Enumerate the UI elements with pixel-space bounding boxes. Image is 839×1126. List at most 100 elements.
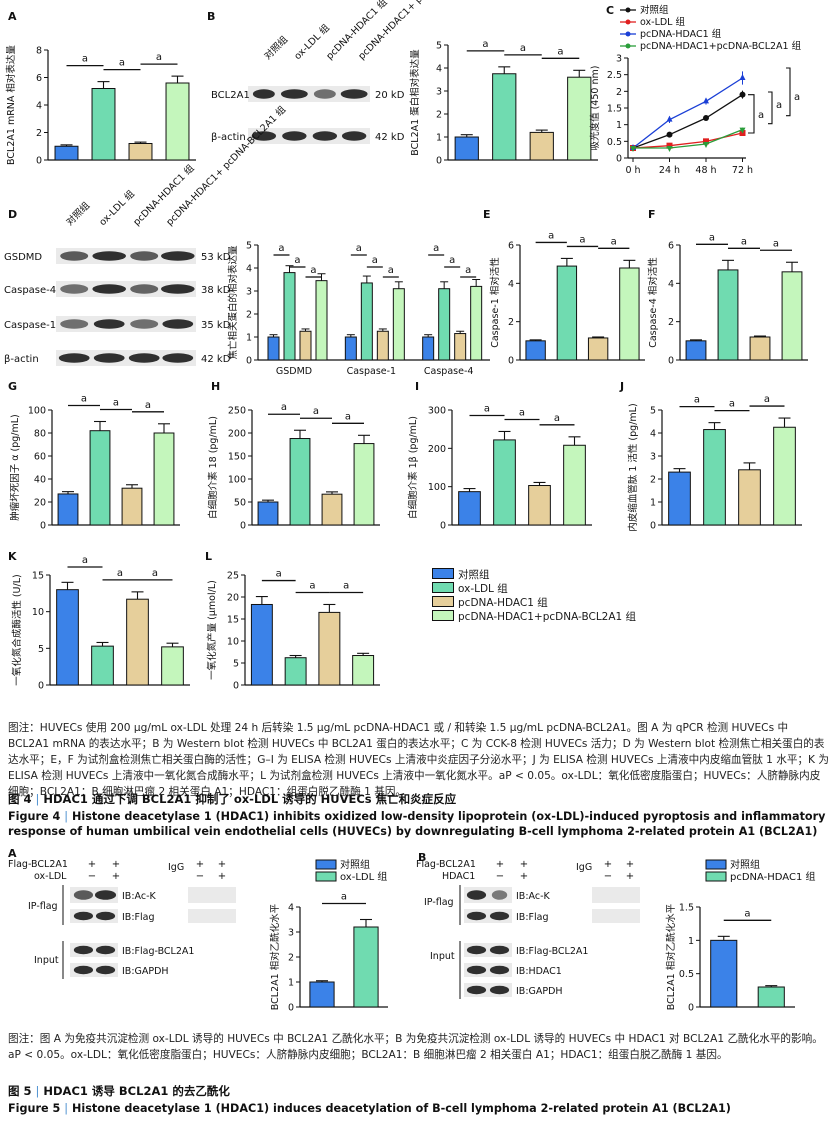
fig5-A-ib-label: IB:Ac-K xyxy=(122,891,157,902)
panel-letter-E: E xyxy=(483,208,491,221)
panel-K-sig-mark: a xyxy=(117,568,123,579)
panel-A-ytick-label: 0 xyxy=(36,156,42,167)
panel-J-sig-mark: a xyxy=(694,395,700,406)
panel-C-point xyxy=(703,115,709,121)
panel-G-ytick-label: 100 xyxy=(28,406,46,417)
panel-I-ytick-label: 300 xyxy=(428,406,446,417)
fig5-A-igg-flag-strip xyxy=(188,909,236,923)
fig4-title-en: Figure 4 | Histone deacetylase 1 (HDAC1) i… xyxy=(8,810,826,838)
fig5-B-chart-ytick-label: 0.5 xyxy=(679,969,694,980)
panel-letter-C: C xyxy=(606,4,614,17)
fig5-B-chart-ylabel: BCL2A1 相对乙酰化水平 xyxy=(665,903,677,1010)
panel-H-sig-mark: a xyxy=(345,411,351,422)
panel-C-bracket xyxy=(768,91,773,125)
blot-B-bcl2a1-strip xyxy=(248,86,370,102)
blot-D-row-strip xyxy=(56,350,196,366)
panel-E-ytick-label: 6 xyxy=(508,241,514,252)
panel-I-ytick-label: 100 xyxy=(428,482,446,493)
panel-H-ytick-label: 250 xyxy=(228,406,246,417)
panel-B-ytick-label: 2 xyxy=(436,110,442,121)
blot-B-bcl2a1-band xyxy=(252,89,275,99)
panel-C-bracket xyxy=(786,67,791,117)
panel-B-sig-mark: a xyxy=(557,46,563,57)
fig5-A-sign: + xyxy=(112,859,120,870)
fig5-A-chart-ytick-label: 1 xyxy=(288,978,294,989)
blot-D-row-band xyxy=(60,251,89,261)
fig5-A-legend-label: 对照组 xyxy=(340,858,370,871)
fig5-B-sign: − xyxy=(496,871,504,882)
blot-B-protein: BCL2A1 xyxy=(211,90,250,101)
panel-C-ytick-label: 2 xyxy=(616,87,622,98)
blot-B-lane-label: 对照组 xyxy=(262,33,291,62)
fig5-B-igg-ack-strip xyxy=(592,887,640,903)
fig5-A-flagbcl2a1-band xyxy=(73,945,94,955)
fig5-A-chart-ytick-label: 4 xyxy=(288,903,294,914)
fig5-B-input-label: Input xyxy=(430,951,455,962)
panel-C-xtick-label: 0 h xyxy=(625,165,640,176)
panel-D-bar xyxy=(454,333,467,361)
blot-D-lane-label: 对照组 xyxy=(64,199,93,228)
panel-D-bar xyxy=(344,336,357,361)
fig5-B-flagbcl2a1-band xyxy=(489,945,510,955)
blot-D-kd: 38 kD xyxy=(201,285,231,296)
panel-E-sig-mark: a xyxy=(548,230,554,241)
panel-D-sig-mark: a xyxy=(465,265,471,276)
fig5-A-legend-swatch xyxy=(315,859,337,870)
panel-H-sig-mark: a xyxy=(313,406,319,417)
fig5-A-ib-label: IB:GAPDH xyxy=(122,966,169,977)
panel-K-ylabel: 一氧化氮合成酶活性 (U/L) xyxy=(11,574,23,685)
fig5-B-ack-band xyxy=(491,890,508,900)
panel-H-ylabel: 白细胞介素 18 (pg/mL) xyxy=(207,416,219,519)
panel-E-ytick-label: 0 xyxy=(508,356,514,367)
panel-C-legend-marker xyxy=(625,31,631,37)
blot-D-row-band xyxy=(130,251,159,261)
panel-G-ytick-label: 0 xyxy=(40,521,46,532)
panel-J-bar xyxy=(738,469,761,526)
panel-A-bar xyxy=(54,145,79,161)
blot-D-row-band xyxy=(162,319,194,329)
panel-A-ytick-label: 2 xyxy=(36,128,42,139)
panel-G-ytick-label: 20 xyxy=(34,498,46,509)
panel-B-sig-mark: a xyxy=(520,43,526,54)
fig5-A-chart-ylabel: BCL2A1 相对乙酰化水平 xyxy=(269,903,281,1010)
panel-A-bar xyxy=(165,82,190,161)
panel-C-legend-label: ox-LDL 组 xyxy=(640,16,685,28)
blot-D-protein: Caspase-1 xyxy=(4,320,56,331)
fig5-B-chart-ytick-label: 1 xyxy=(688,936,694,947)
blot-D-row-band xyxy=(60,284,89,294)
blot-D-row-band xyxy=(130,319,159,329)
panel-L-sig-mark: a xyxy=(309,580,315,591)
panel-J-ylabel: 内皮缩血管肽 1 活性 (pg/mL) xyxy=(627,403,639,531)
panel-F-sig-mark: a xyxy=(773,238,779,249)
panel-C-legend-label: 对照组 xyxy=(640,4,669,16)
panel-C-point xyxy=(666,115,673,122)
fig5-B-chart-bar xyxy=(757,986,785,1008)
fig5-A-gapdh-band xyxy=(95,965,116,975)
panel-H-bar xyxy=(321,493,343,526)
fig5-B-sign: + xyxy=(496,859,504,870)
blot-B-kd: 20 kD xyxy=(375,90,405,101)
blot-D-lane-label: pcDNA-HDAC1 组 xyxy=(131,162,197,228)
panel-J-ytick-label: 5 xyxy=(650,406,656,417)
panel-J-ytick-label: 2 xyxy=(650,475,656,486)
panel-C-ylabel: 吸光度值 (450 nm) xyxy=(589,66,601,151)
panel-D-sig-mark: a xyxy=(372,255,378,266)
fig5-A-flag-band xyxy=(73,911,94,921)
fig5-B-sign: + xyxy=(626,871,634,882)
panel-G-bar xyxy=(57,493,79,526)
blot-D-row-band xyxy=(58,353,90,363)
panel-C-series-line xyxy=(632,77,743,149)
panel-I-sig-mark: a xyxy=(484,403,490,414)
panel-C-point xyxy=(703,97,709,104)
panel-I-sig-mark: a xyxy=(554,413,560,424)
panel-F-bar xyxy=(781,271,803,361)
panel-B-ytick-label: 5 xyxy=(436,41,442,52)
panel-D-sig-mark: a xyxy=(278,243,284,254)
panel-C-legend-marker xyxy=(625,19,631,25)
fig5-A-legend-label: ox-LDL 组 xyxy=(340,870,387,883)
blot-D-row-strip xyxy=(56,248,196,264)
panel-D-sig-mark: a xyxy=(388,265,394,276)
fig5-panel-letter-A: A xyxy=(8,847,17,860)
panel-A-sig-mark: a xyxy=(156,52,162,63)
panel-D-ytick-label: 1 xyxy=(246,333,252,344)
